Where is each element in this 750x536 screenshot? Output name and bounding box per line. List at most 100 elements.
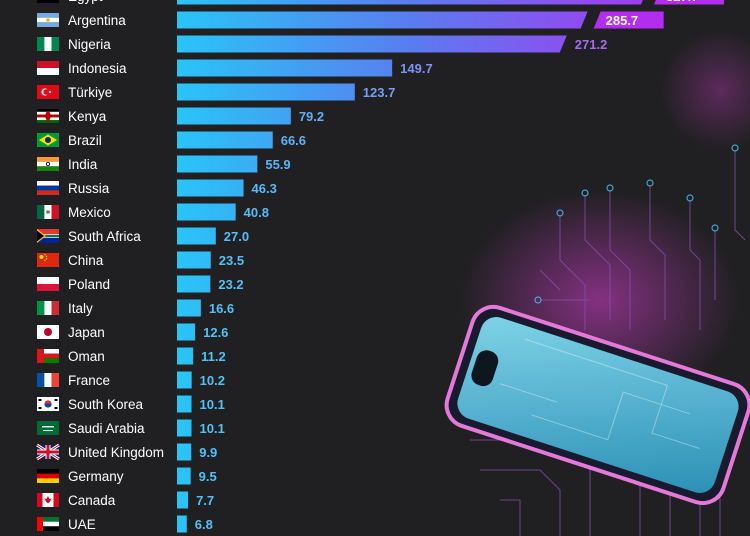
- chart-row: China 23.5: [37, 251, 244, 269]
- value-label: 327.7: [666, 0, 699, 4]
- value-label: 7.7: [196, 493, 214, 508]
- value-label: 149.7: [400, 61, 433, 76]
- value-label: 10.1: [200, 397, 225, 412]
- value-badge: [654, 0, 724, 5]
- value-label: 123.7: [363, 85, 396, 100]
- category-label: Indonesia: [68, 61, 127, 76]
- egypt-flag-icon: [37, 0, 59, 3]
- value-label: 9.5: [199, 469, 217, 484]
- chart-row: South Africa 27.0: [37, 227, 249, 245]
- value-label: 271.2: [575, 37, 608, 52]
- category-label: Egypt: [68, 0, 103, 4]
- uae-flag-icon: [37, 517, 59, 531]
- category-label: Italy: [68, 301, 93, 316]
- bar: [177, 443, 192, 461]
- chart-row: Türkiye 123.7: [37, 83, 396, 101]
- category-label: Türkiye: [68, 85, 112, 100]
- bar: [177, 131, 273, 149]
- bar: [177, 419, 192, 437]
- germany-flag-icon: [37, 469, 59, 483]
- brazil-flag-icon: [37, 133, 59, 147]
- chart-row: France 10.2: [37, 371, 225, 389]
- chart-row: Canada 7.7: [37, 491, 214, 509]
- bar: [177, 35, 567, 53]
- category-label: Japan: [68, 325, 105, 340]
- category-label: United Kingdom: [68, 445, 164, 460]
- bar: [177, 275, 211, 293]
- bar: [177, 251, 211, 269]
- bar: [177, 347, 194, 365]
- canada-flag-icon: [37, 493, 59, 507]
- france-flag-icon: [37, 373, 59, 387]
- category-label: UAE: [68, 517, 96, 532]
- bar: [177, 107, 291, 125]
- nigeria-flag-icon: [37, 37, 59, 51]
- value-label: 46.3: [252, 181, 277, 196]
- category-label: Kenya: [68, 109, 107, 124]
- italy-flag-icon: [37, 301, 59, 315]
- value-label: 6.8: [195, 517, 213, 532]
- india-flag-icon: [37, 157, 59, 171]
- value-label: 23.5: [219, 253, 244, 268]
- chart-row: Egypt 327.7: [37, 0, 724, 5]
- bar: [177, 83, 355, 101]
- value-label: 27.0: [224, 229, 249, 244]
- chart-row: United Kingdom 9.9: [36, 443, 217, 461]
- category-label: Canada: [68, 493, 116, 508]
- chart-row: Saudi Arabia 10.1: [37, 419, 225, 437]
- chart-row: South Korea 10.1: [37, 395, 225, 413]
- kenya-flag-icon: [37, 109, 59, 123]
- value-label: 10.2: [200, 373, 225, 388]
- category-label: Nigeria: [68, 37, 111, 52]
- value-label: 55.9: [265, 157, 290, 172]
- value-label: 40.8: [244, 205, 269, 220]
- bar: [177, 179, 244, 197]
- chart-row: Germany 9.5: [37, 467, 217, 485]
- category-label: China: [68, 253, 104, 268]
- category-label: Argentina: [68, 13, 126, 28]
- indonesia-flag-icon: [37, 61, 59, 75]
- category-label: Saudi Arabia: [68, 421, 145, 436]
- value-label: 79.2: [299, 109, 324, 124]
- chart-row: Mexico 40.8: [37, 203, 269, 221]
- category-label: Poland: [68, 277, 110, 292]
- value-label: 9.9: [199, 445, 217, 460]
- chart-row: Japan 12.6: [37, 323, 228, 341]
- poland-flag-icon: [37, 277, 59, 291]
- bar: [177, 371, 192, 389]
- south-africa-flag-icon: [37, 229, 59, 243]
- japan-flag-icon: [37, 325, 59, 339]
- bar: [177, 299, 201, 317]
- value-badge: [593, 11, 664, 29]
- bar: [177, 227, 216, 245]
- chart-row: Italy 16.6: [37, 299, 234, 317]
- bar: [177, 467, 191, 485]
- category-label: France: [68, 373, 110, 388]
- category-label: Brazil: [68, 133, 102, 148]
- category-label: India: [68, 157, 98, 172]
- value-label: 66.6: [281, 133, 306, 148]
- turkiye-flag-icon: [37, 85, 59, 99]
- category-label: Mexico: [68, 205, 111, 220]
- chart-row: Russia 46.3: [37, 179, 277, 197]
- bar: [177, 0, 643, 5]
- value-label: 11.2: [201, 349, 226, 364]
- chart-row: Poland 23.2: [37, 275, 244, 293]
- uk-flag-icon: [36, 443, 60, 461]
- category-label: Russia: [68, 181, 110, 196]
- bar: [177, 203, 236, 221]
- value-label: 12.6: [203, 325, 228, 340]
- bar: [177, 323, 196, 341]
- bar: [177, 11, 588, 29]
- smartphone-illustration: [444, 304, 750, 506]
- argentina-flag-icon: [37, 13, 59, 27]
- bar: [177, 155, 258, 173]
- value-label: 23.2: [218, 277, 243, 292]
- bar: [177, 395, 192, 413]
- russia-flag-icon: [37, 181, 59, 195]
- chart-row: Brazil 66.6: [37, 131, 306, 149]
- chart-row: Indonesia 149.7: [37, 59, 433, 77]
- china-flag-icon: [37, 253, 59, 267]
- category-label: Oman: [68, 349, 105, 364]
